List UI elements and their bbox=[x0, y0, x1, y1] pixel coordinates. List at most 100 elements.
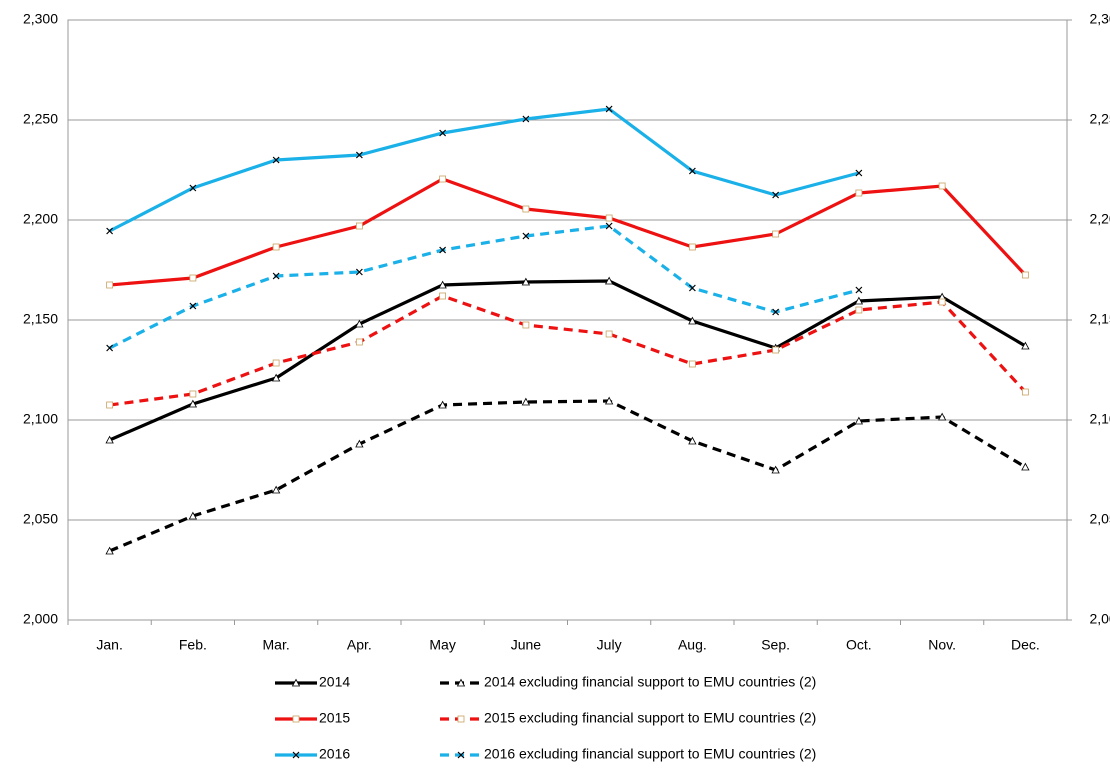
marker bbox=[189, 302, 197, 310]
marker bbox=[938, 298, 946, 306]
marker bbox=[521, 397, 531, 406]
y2-tick-label: 2,100 bbox=[1089, 411, 1110, 427]
marker bbox=[854, 416, 864, 425]
x-tick-label: Aug. bbox=[678, 637, 707, 653]
y-tick-label: 2,200 bbox=[23, 211, 58, 227]
marker bbox=[772, 346, 780, 354]
x-tick-label: Feb. bbox=[179, 637, 207, 653]
series-line bbox=[109, 177, 1027, 287]
marker bbox=[688, 284, 696, 292]
x-tick-label: Mar. bbox=[263, 637, 290, 653]
marker bbox=[438, 280, 447, 289]
legend-label: 2014 excluding financial support to EMU … bbox=[484, 674, 816, 690]
marker bbox=[272, 243, 280, 251]
y2-tick-label: 2,250 bbox=[1089, 111, 1110, 127]
marker bbox=[688, 316, 697, 325]
marker bbox=[438, 400, 447, 409]
marker bbox=[605, 105, 613, 113]
marker bbox=[855, 169, 863, 177]
marker bbox=[439, 129, 447, 137]
series-line bbox=[109, 294, 1027, 407]
marker bbox=[355, 439, 364, 448]
marker bbox=[189, 274, 197, 282]
marker bbox=[189, 390, 197, 398]
marker bbox=[189, 184, 197, 192]
x-tick-label: Oct. bbox=[846, 637, 872, 653]
marker bbox=[772, 191, 780, 199]
marker bbox=[292, 751, 300, 759]
marker bbox=[355, 319, 364, 328]
series-line bbox=[108, 107, 860, 233]
marker bbox=[605, 330, 613, 338]
marker bbox=[355, 268, 363, 276]
series-line bbox=[109, 399, 1027, 553]
y-tick-label: 2,050 bbox=[23, 511, 58, 527]
y2-tick-label: 2,300 bbox=[1089, 11, 1110, 27]
y2-tick-label: 2,200 bbox=[1089, 211, 1110, 227]
marker bbox=[105, 546, 114, 555]
marker bbox=[106, 344, 114, 352]
marker bbox=[271, 373, 281, 382]
legend-label: 2015 excluding financial support to EMU … bbox=[484, 710, 816, 726]
marker bbox=[855, 286, 863, 294]
marker bbox=[292, 715, 300, 723]
marker bbox=[457, 715, 465, 723]
x-tick-label: Jan. bbox=[96, 637, 122, 653]
series-line bbox=[108, 279, 1027, 442]
marker bbox=[291, 678, 301, 687]
legend-label: 2015 bbox=[319, 710, 350, 726]
legend-label: 2016 excluding financial support to EMU … bbox=[484, 746, 816, 762]
marker bbox=[772, 308, 780, 316]
y2-tick-label: 2,000 bbox=[1089, 611, 1110, 627]
marker bbox=[688, 167, 696, 175]
marker bbox=[456, 678, 466, 687]
marker bbox=[771, 465, 780, 474]
marker bbox=[772, 230, 780, 238]
x-tick-label: July bbox=[597, 637, 622, 653]
marker bbox=[1021, 271, 1029, 279]
marker bbox=[688, 360, 696, 368]
marker bbox=[1021, 388, 1029, 396]
marker bbox=[521, 277, 531, 286]
y-tick-label: 2,000 bbox=[23, 611, 58, 627]
y2-tick-label: 2,150 bbox=[1089, 311, 1110, 327]
marker bbox=[688, 436, 697, 445]
marker bbox=[272, 156, 280, 164]
marker bbox=[605, 214, 613, 222]
x-tick-label: Apr. bbox=[347, 637, 372, 653]
marker bbox=[188, 511, 198, 520]
marker bbox=[604, 396, 614, 405]
legend-label: 2016 bbox=[319, 746, 350, 762]
marker bbox=[457, 751, 465, 759]
marker bbox=[439, 175, 447, 183]
marker bbox=[522, 232, 530, 240]
marker bbox=[439, 246, 447, 254]
y-tick-label: 2,300 bbox=[23, 11, 58, 27]
y2-tick-label: 2,050 bbox=[1089, 511, 1110, 527]
x-tick-label: June bbox=[511, 637, 542, 653]
marker bbox=[938, 182, 946, 190]
marker bbox=[271, 485, 281, 494]
marker bbox=[1021, 341, 1030, 350]
marker bbox=[688, 243, 696, 251]
marker bbox=[1021, 462, 1030, 471]
marker bbox=[355, 151, 363, 159]
x-tick-label: Dec. bbox=[1011, 637, 1040, 653]
y-tick-label: 2,150 bbox=[23, 311, 58, 327]
marker bbox=[605, 222, 613, 230]
marker bbox=[522, 205, 530, 213]
marker bbox=[855, 306, 863, 314]
marker bbox=[355, 222, 363, 230]
x-tick-label: Sep. bbox=[761, 637, 790, 653]
marker bbox=[188, 399, 198, 408]
marker bbox=[937, 412, 947, 421]
marker bbox=[106, 281, 114, 289]
marker bbox=[272, 359, 280, 367]
y-tick-label: 2,250 bbox=[23, 111, 58, 127]
marker bbox=[105, 435, 114, 444]
marker bbox=[355, 338, 363, 346]
y-tick-label: 2,100 bbox=[23, 411, 58, 427]
legend-label: 2014 bbox=[319, 674, 350, 690]
